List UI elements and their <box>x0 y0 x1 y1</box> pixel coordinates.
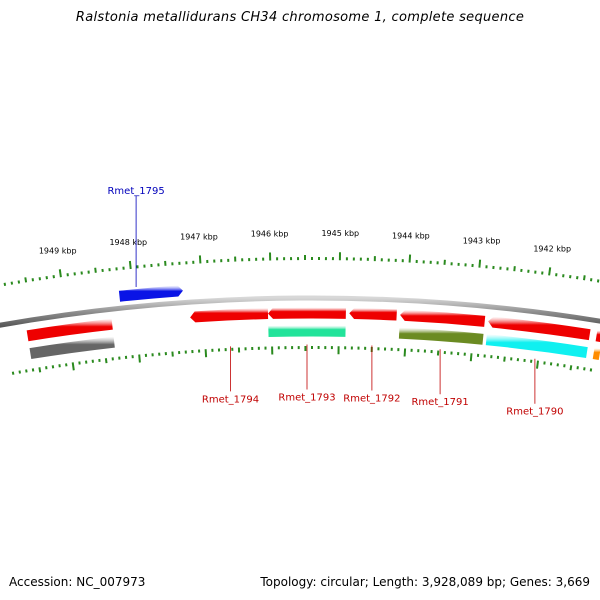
gene-feature <box>485 334 588 358</box>
minor-tick <box>569 365 573 371</box>
major-tick <box>71 362 75 371</box>
gene-feature <box>400 309 486 327</box>
major-tick <box>204 349 208 358</box>
gene-feature <box>488 316 591 341</box>
tick-label: 1947 kbp <box>180 232 218 241</box>
gene-label[interactable]: Rmet_1794 <box>202 394 259 405</box>
gene-feature <box>118 285 183 302</box>
genome-summary-text: Topology: circular; Length: 3,928,089 bp… <box>260 575 590 589</box>
minor-tick <box>104 358 108 364</box>
gene-label[interactable]: Rmet_1791 <box>411 397 468 408</box>
gene-feature <box>398 327 484 345</box>
minor-tick <box>589 368 593 372</box>
gene-feature-group <box>26 285 600 360</box>
minor-tick <box>31 368 35 372</box>
map-title: Ralstonia metallidurans CH34 chromosome … <box>75 10 525 25</box>
gene-label[interactable]: Rmet_1790 <box>506 407 563 418</box>
minor-tick <box>583 275 586 281</box>
accession-text: Accession: NC_007973 <box>9 575 146 589</box>
tick-label: 1946 kbp <box>251 230 289 239</box>
minor-tick <box>18 370 21 374</box>
minor-tick <box>65 363 68 367</box>
gene-label[interactable]: Rmet_1795 <box>107 186 164 197</box>
major-tick <box>128 260 132 270</box>
gene-feature <box>349 308 397 321</box>
gene-label[interactable]: Rmet_1792 <box>343 394 400 405</box>
outer-tick-track <box>3 252 600 286</box>
minor-tick <box>25 369 28 373</box>
minor-tick <box>38 367 42 373</box>
minor-tick <box>10 281 14 285</box>
gene-label-group: Rmet_1795 Rmet_1794 Rmet_1793 Rmet_1792 Rmet… <box>107 186 563 418</box>
inner-tick-track <box>11 346 593 375</box>
minor-tick <box>583 367 586 371</box>
gene-feature <box>268 307 346 319</box>
gene-feature <box>29 336 115 360</box>
minor-tick <box>17 280 21 284</box>
minor-tick <box>569 275 572 279</box>
gene-feature <box>595 330 600 342</box>
major-tick <box>408 254 412 263</box>
major-tick <box>536 360 539 369</box>
gene-feature <box>190 308 269 323</box>
minor-tick <box>11 371 15 375</box>
minor-tick <box>24 277 28 283</box>
tick-label: 1944 kbp <box>392 232 430 241</box>
minor-tick <box>576 276 579 280</box>
major-tick <box>548 267 552 276</box>
major-tick <box>58 269 62 278</box>
gene-feature <box>268 325 346 338</box>
minor-tick <box>556 363 559 367</box>
major-tick <box>469 353 473 362</box>
gene-feature <box>26 318 113 342</box>
minor-tick <box>94 267 97 273</box>
minor-tick <box>503 356 506 362</box>
tick-label: 1942 kbp <box>533 245 571 254</box>
gene-feature <box>592 348 600 360</box>
minor-tick <box>51 365 55 369</box>
tick-label: 1943 kbp <box>463 237 501 246</box>
gene-label[interactable]: Rmet_1793 <box>278 393 335 404</box>
minor-tick <box>45 276 48 280</box>
minor-tick <box>3 282 7 286</box>
backbone-arc <box>0 295 600 328</box>
minor-tick <box>513 266 516 272</box>
major-tick <box>478 259 482 268</box>
tick-label: 1948 kbp <box>109 238 147 247</box>
major-tick <box>198 255 202 264</box>
tick-label: 1949 kbp <box>39 247 77 256</box>
chromosome-backbone <box>0 295 600 328</box>
major-tick <box>138 354 141 363</box>
minor-tick <box>596 279 600 283</box>
minor-tick <box>52 275 55 279</box>
tick-label-group: 1949 kbp 1948 kbp 1947 kbp 1946 kbp 1945 kbp… <box>39 229 571 256</box>
major-tick <box>403 348 407 357</box>
tick-label: 1945 kbp <box>321 229 359 238</box>
